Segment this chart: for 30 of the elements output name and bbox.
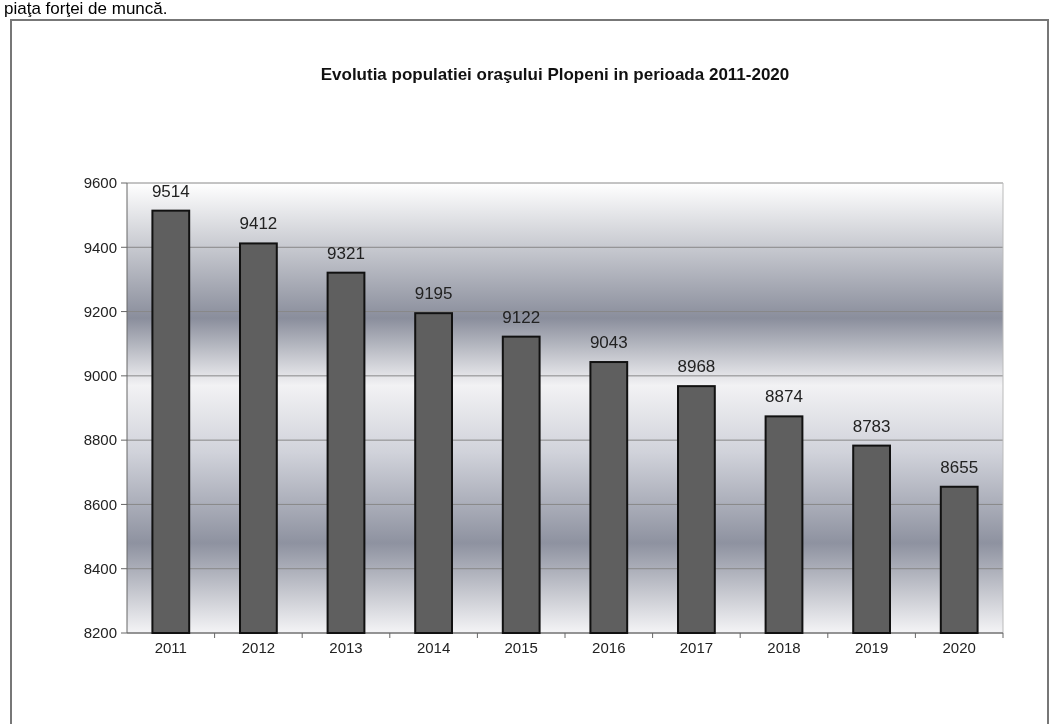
x-tick-label: 2013	[329, 639, 363, 656]
x-tick-label: 2020	[942, 639, 976, 656]
y-tick-label: 9400	[83, 238, 117, 256]
x-tick-label: 2019	[854, 639, 889, 656]
data-label: 8783	[852, 416, 891, 436]
y-tick-label: 8800	[83, 431, 117, 449]
y-tick-label: 9600	[83, 174, 117, 192]
text: piaţa forţei de muncă.	[4, 0, 168, 18]
y-tick-label: 8600	[83, 495, 117, 513]
data-label: 9321	[327, 243, 365, 263]
chart-title: Evolutia populatiei oraşului Plopeni in perioada 2011-2020	[320, 65, 790, 84]
x-tick-label: 2014	[416, 639, 451, 656]
data-label: 9122	[502, 307, 541, 327]
y-tick-label: 8400	[83, 559, 117, 577]
data-label: 9195	[414, 284, 453, 304]
x-tick-label: 2015	[504, 639, 538, 656]
y-tick-label: 9200	[83, 302, 117, 320]
data-label: 9514	[151, 181, 190, 201]
y-tick-label: 9000	[83, 367, 117, 385]
x-tick-label: 2011	[154, 639, 187, 656]
data-label: 9412	[239, 214, 278, 234]
data-label: 9043	[589, 333, 628, 353]
y-tick-label: 8200	[83, 624, 117, 642]
data-label: 8874	[765, 387, 803, 407]
x-tick-label: 2017	[679, 639, 714, 656]
x-tick-label: 2016	[592, 639, 626, 656]
x-tick-label: 2012	[241, 639, 276, 656]
data-label: 8968	[677, 357, 716, 377]
data-label: 8655	[940, 457, 979, 477]
x-tick-label: 2018	[767, 639, 801, 656]
